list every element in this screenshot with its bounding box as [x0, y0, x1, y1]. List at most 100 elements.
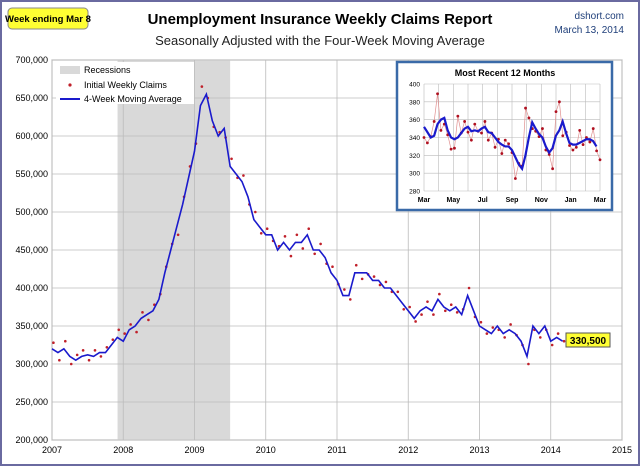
y-tick-label: 650,000 [15, 93, 48, 103]
inset-claims-point [561, 134, 565, 138]
inset-claims-point [432, 120, 436, 123]
inset-y-tick: 380 [409, 99, 420, 106]
inset-claims-point [449, 147, 453, 151]
claims-point [539, 336, 542, 339]
claims-point [105, 345, 109, 349]
claims-point [289, 254, 293, 258]
claims-point [123, 332, 126, 335]
claims-point [343, 288, 346, 291]
claims-point [141, 311, 144, 314]
inset-claims-point [463, 120, 467, 123]
week-badge-text: Week ending Mar 8 [5, 14, 91, 25]
claims-point [402, 307, 406, 311]
y-tick-label: 450,000 [15, 245, 48, 255]
inset-claims-point [524, 106, 527, 110]
claims-point [147, 318, 150, 322]
inset-x-tick: Mar [594, 197, 607, 204]
claims-point [283, 235, 287, 238]
inset-title: Most Recent 12 Months [455, 68, 556, 78]
y-tick-label: 500,000 [15, 207, 48, 217]
y-tick-label: 400,000 [15, 283, 48, 293]
claims-point [135, 330, 138, 334]
claims-point [200, 85, 204, 88]
inset-claims-point [456, 114, 460, 118]
x-tick-label: 2013 [469, 445, 489, 455]
inset-y-tick: 360 [409, 117, 420, 124]
x-tick-label: 2010 [256, 445, 276, 455]
legend-ma: 4-Week Moving Average [84, 94, 182, 104]
claims-point [372, 275, 376, 278]
inset-claims-point [595, 149, 599, 153]
claims-point [265, 227, 269, 231]
inset-claims-point [527, 116, 531, 120]
y-tick-label: 700,000 [15, 55, 48, 65]
claims-point [230, 157, 233, 161]
inset-y-tick: 300 [409, 171, 420, 178]
legend: Recessions Initial Weekly Claims 4-Week … [56, 62, 194, 104]
inset-claims-point [483, 120, 487, 123]
claims-point [360, 277, 364, 281]
inset-claims-point [598, 158, 602, 162]
inset-claims-point [439, 128, 443, 132]
legend-recession-swatch [60, 66, 80, 74]
inset-y-tick: 280 [409, 189, 420, 196]
claims-point [87, 358, 91, 362]
inset-claims-point [507, 142, 511, 146]
claims-point [562, 339, 566, 343]
claims-point [331, 265, 334, 269]
inset-x-tick: Mar [418, 197, 431, 204]
claims-point [129, 323, 132, 326]
claims-point [503, 336, 506, 339]
claims-point [99, 355, 103, 358]
y-tick-label: 550,000 [15, 169, 48, 179]
legend-claims-marker [68, 83, 72, 87]
date-label: March 13, 2014 [555, 25, 625, 36]
x-tick-label: 2011 [327, 445, 346, 455]
claims-point [259, 231, 263, 235]
claims-point [414, 320, 417, 323]
x-tick-label: 2009 [184, 445, 204, 455]
inset-x-tick: Jan [565, 197, 577, 204]
claims-point [444, 309, 447, 313]
inset-claims-point [493, 145, 497, 149]
claims-point [111, 338, 115, 341]
claims-point [556, 332, 560, 335]
claims-point [455, 311, 459, 314]
claims-point [254, 210, 257, 214]
claims-point [550, 343, 554, 347]
inset-claims-point [554, 110, 558, 114]
x-tick-label: 2012 [398, 445, 418, 455]
claims-point [426, 300, 429, 303]
latest-value-box [565, 332, 611, 348]
claims-point [408, 305, 411, 309]
week-badge [7, 7, 89, 30]
inset-claims-point [541, 127, 544, 130]
claims-point [349, 298, 352, 301]
inset-claims-point [486, 138, 490, 142]
inset-claims-point [581, 143, 585, 147]
inset-y-tick: 400 [409, 82, 420, 89]
claims-point [491, 326, 495, 329]
chart-subtitle: Seasonally Adjusted with the Four-Week M… [155, 33, 485, 48]
claims-point [307, 227, 311, 231]
x-tick-label: 2007 [42, 445, 62, 455]
y-tick-label: 600,000 [15, 131, 48, 141]
y-tick-label: 300,000 [15, 359, 48, 369]
inset-x-tick: Nov [535, 197, 548, 204]
claims-point [396, 290, 400, 294]
inset-claims-point [571, 148, 575, 152]
claims-point [69, 362, 73, 366]
claims-point [438, 292, 441, 296]
claims-point [64, 339, 67, 343]
inset-claims-point [422, 136, 426, 139]
inset-claims-point [557, 100, 561, 104]
claims-point [527, 362, 530, 366]
claims-point [449, 303, 453, 307]
inset-claims-point [568, 144, 571, 147]
inset-claims-point [574, 145, 578, 149]
inset-claims-point [473, 122, 477, 126]
y-tick-label: 350,000 [15, 321, 48, 331]
inset-x-tick: Sep [506, 197, 519, 204]
